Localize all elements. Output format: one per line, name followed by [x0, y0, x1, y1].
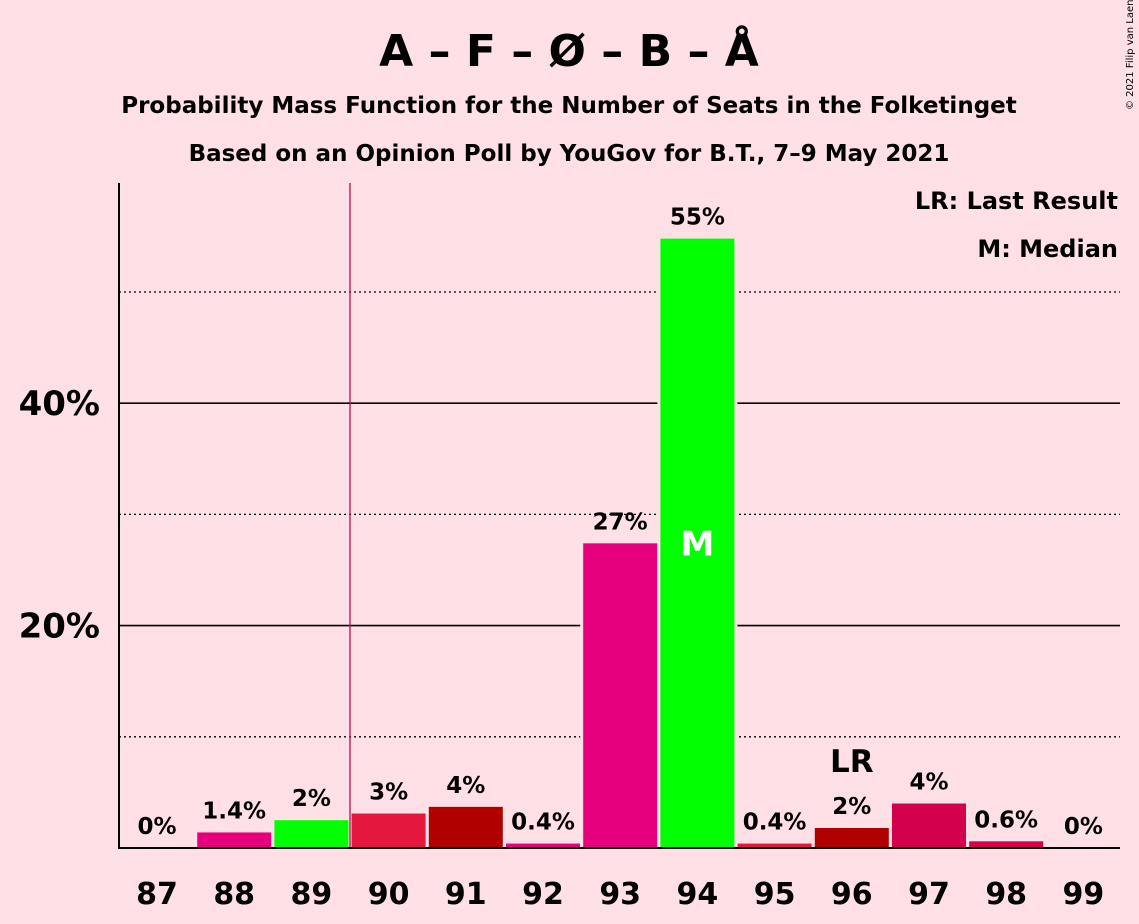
bar-89: [274, 820, 349, 848]
last-result-marker: LR: [830, 744, 874, 780]
x-tick-87: 87: [136, 877, 178, 912]
bars: [197, 235, 1044, 848]
data-label-88: 1.4%: [202, 798, 266, 824]
bar-95: [737, 843, 812, 848]
bar-94: [660, 238, 735, 848]
x-tick-90: 90: [368, 877, 410, 912]
x-tick-99: 99: [1063, 877, 1105, 912]
x-tick-labels: 87 88 89 90 91 92 93 94 95 96 97 98 99: [136, 877, 1104, 912]
legend-median: M: Median: [977, 235, 1118, 263]
x-tick-92: 92: [522, 877, 564, 912]
chart-title: A – F – Ø – B – Å: [379, 24, 759, 77]
x-tick-94: 94: [677, 877, 719, 912]
bar-88: [197, 832, 272, 848]
x-tick-96: 96: [831, 877, 873, 912]
data-label-98: 0.6%: [974, 807, 1038, 833]
legend-last-result: LR: Last Result: [915, 187, 1118, 215]
bar-98: [969, 841, 1044, 848]
x-tick-88: 88: [213, 877, 255, 912]
x-tick-93: 93: [599, 877, 641, 912]
bar-91: [428, 806, 503, 848]
data-label-94: 55%: [670, 205, 725, 231]
x-tick-89: 89: [291, 877, 333, 912]
data-label-97: 4%: [909, 770, 948, 796]
data-label-91: 4%: [446, 773, 485, 799]
bar-90: [351, 813, 426, 848]
bar-93: [583, 543, 658, 848]
data-label-90: 3%: [369, 780, 408, 806]
x-tick-95: 95: [754, 877, 796, 912]
y-tick-labels: 20% 40%: [19, 384, 100, 646]
bar-92: [506, 843, 580, 848]
data-label-95: 0.4%: [743, 810, 807, 836]
y-tick-20: 20%: [19, 607, 100, 647]
data-label-87: 0%: [137, 814, 176, 840]
data-label-96: 2%: [832, 794, 871, 820]
data-label-93: 27%: [593, 509, 648, 535]
chart-subtitle: Probability Mass Function for the Number…: [121, 93, 1017, 119]
x-tick-98: 98: [985, 877, 1027, 912]
bar-97: [892, 803, 966, 848]
median-marker: M: [680, 524, 714, 564]
bar-96: [814, 827, 889, 848]
chart-source: Based on an Opinion Poll by YouGov for B…: [189, 141, 950, 167]
data-label-92: 0.4%: [511, 810, 575, 836]
chart-annotations: 0% 1.4% 2% 3% 4% 0.4% 27% 55% M 0.4% 2% LR 4% 0.6% 0%: [137, 183, 1103, 848]
y-tick-40: 40%: [19, 384, 100, 424]
data-label-89: 2%: [292, 786, 331, 812]
copyright-text: © 2021 Filip van Laenen: [1125, 0, 1136, 110]
x-tick-91: 91: [445, 877, 487, 912]
data-label-99: 0%: [1064, 814, 1103, 840]
x-tick-97: 97: [908, 877, 950, 912]
